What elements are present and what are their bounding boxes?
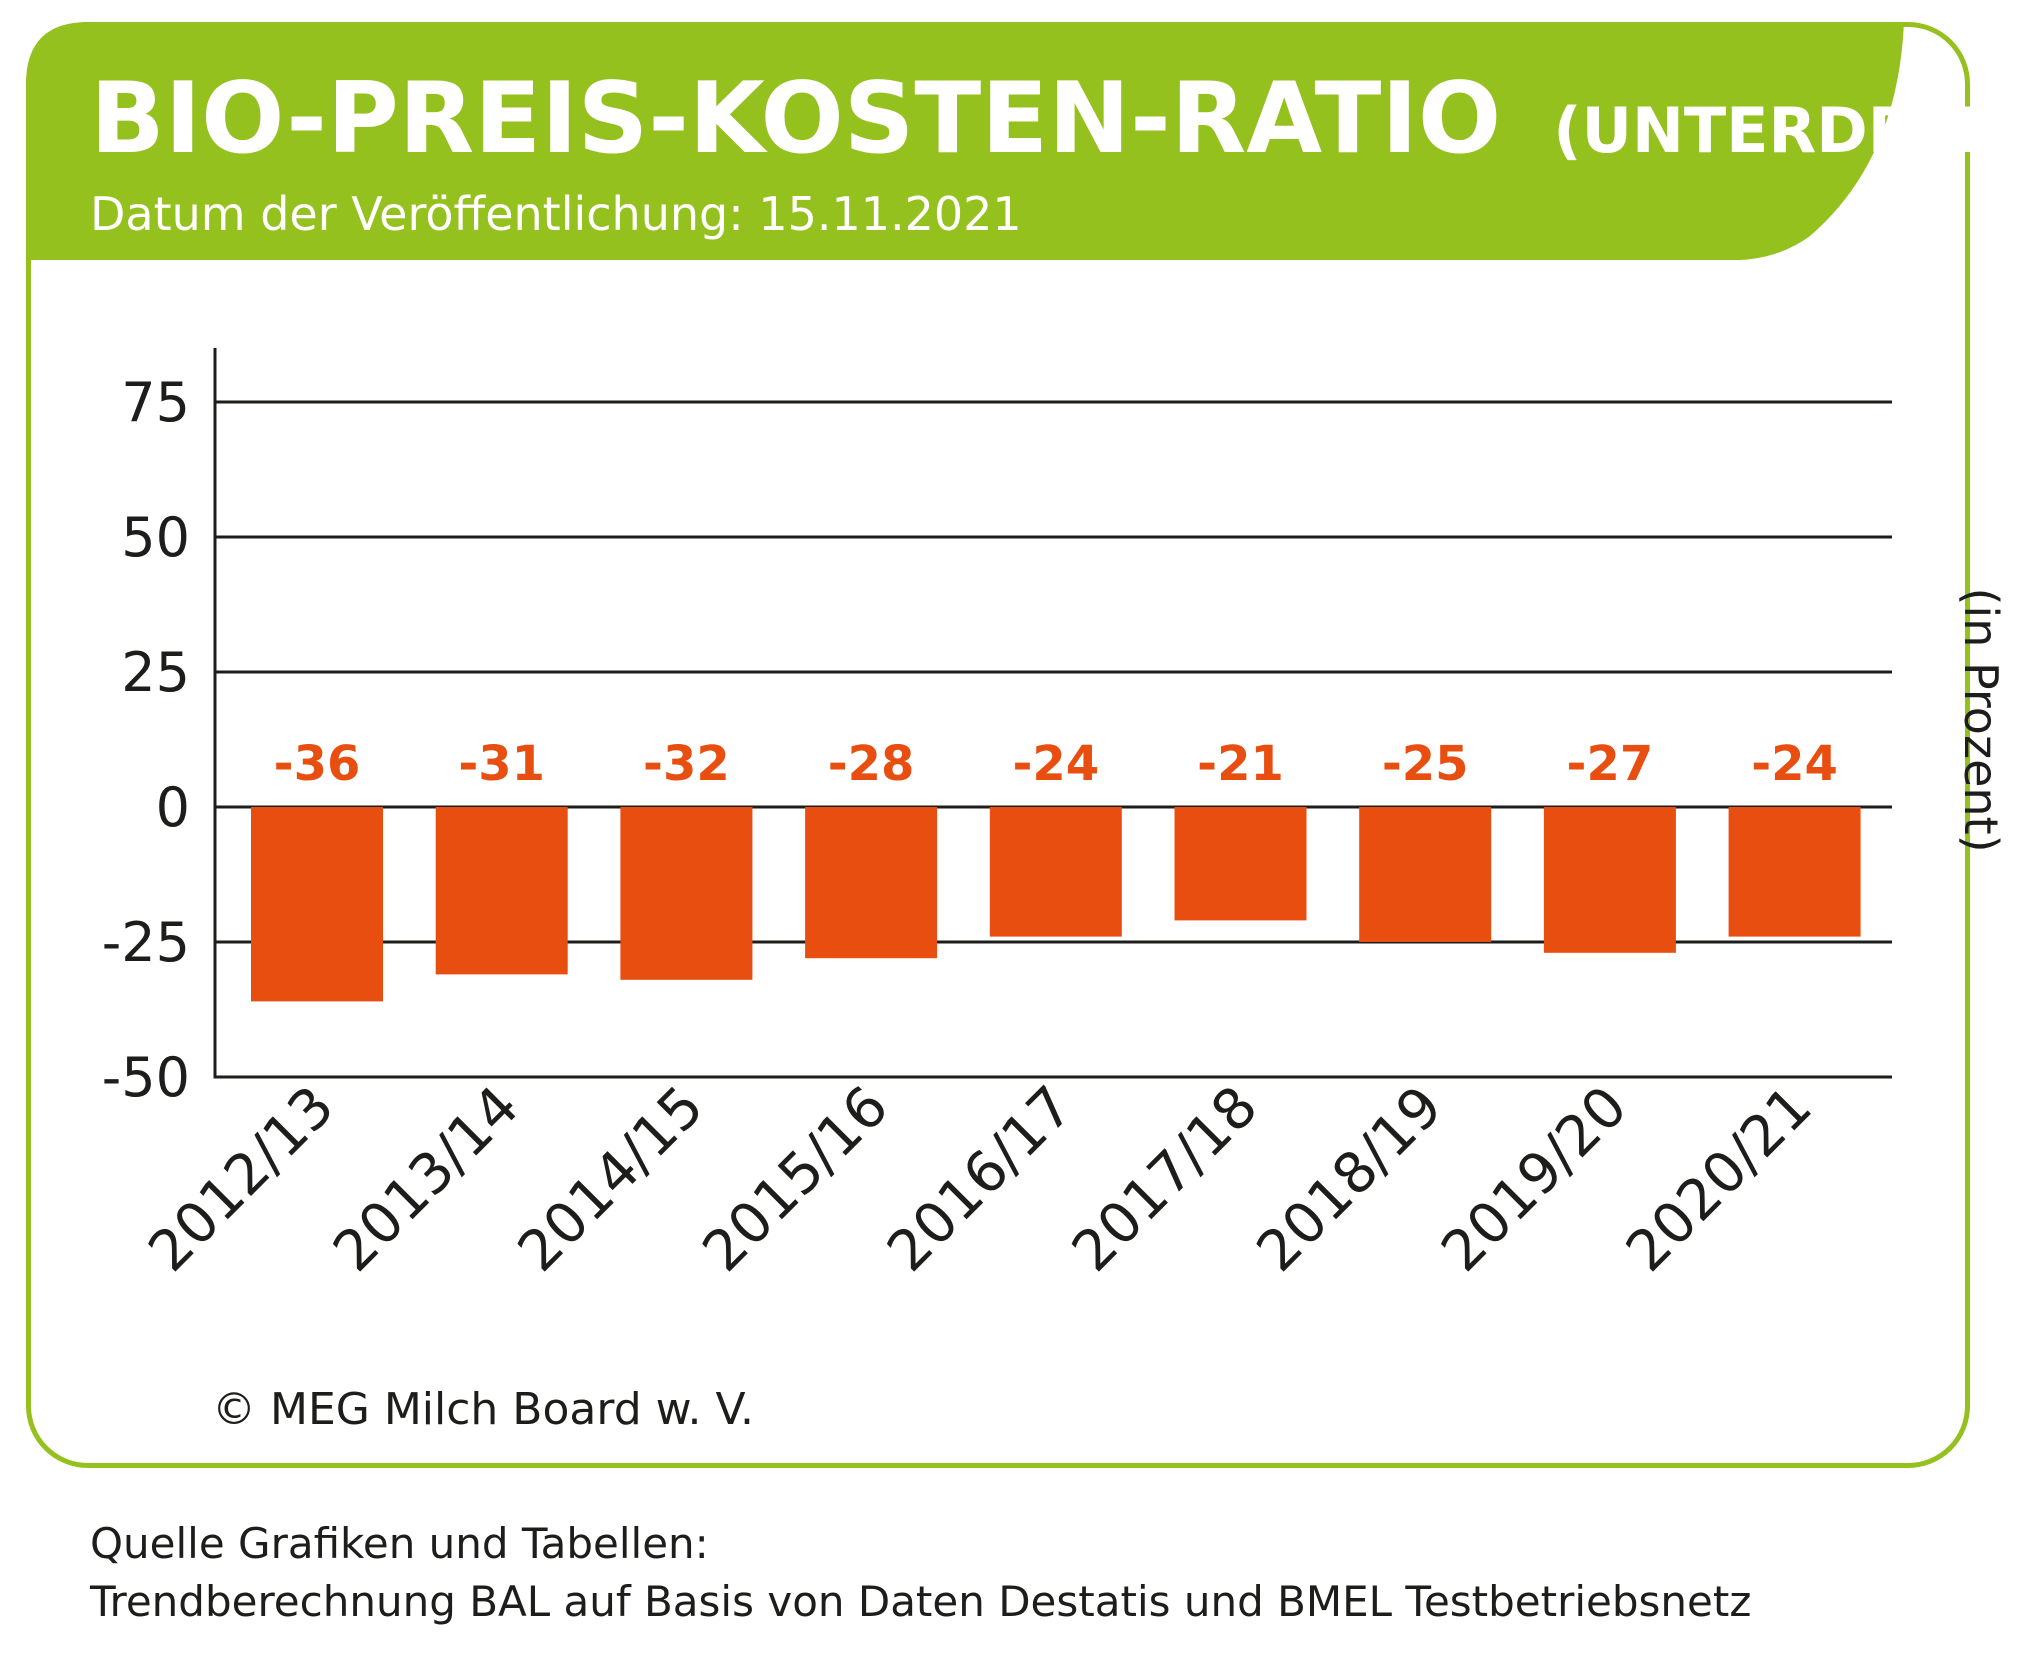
source-line-2: Trendberechnung BAL auf Basis von Daten … (90, 1577, 1752, 1626)
header-band (26, 22, 1904, 260)
chart-title: BIO-PREIS-KOSTEN-RATIO (UNTERDECKUNG) (90, 62, 2019, 176)
bar-value-label: -36 (274, 736, 361, 792)
y-axis-label: (in Prozent) (1954, 587, 2008, 852)
chart-subtitle: Datum der Veröffentlichung: 15.11.2021 (90, 187, 1022, 241)
x-tick-label: 2020/21 (1614, 1074, 1824, 1284)
y-tick-label: 50 (121, 506, 190, 569)
y-tick-label: 0 (156, 776, 190, 839)
x-tick-label: 2016/17 (875, 1074, 1085, 1284)
copyright-text: © MEG Milch Board w. V. (212, 1384, 754, 1435)
bar (251, 807, 383, 1002)
bar (1174, 807, 1307, 921)
x-tick-label: 2014/15 (506, 1074, 716, 1284)
y-tick-label: -25 (102, 911, 190, 974)
bar (1543, 807, 1676, 953)
x-tick-label: 2015/16 (691, 1074, 901, 1284)
source-note: Quelle Grafiken und Tabellen: Trendberec… (90, 1515, 1751, 1631)
bars-layer (251, 807, 1861, 1002)
source-line-1: Quelle Grafiken und Tabellen: (90, 1519, 709, 1568)
bar-value-label: -32 (643, 736, 730, 792)
bar-value-label: -24 (1012, 736, 1099, 792)
y-tick-label: 75 (121, 371, 190, 434)
bar-value-label: -27 (1567, 736, 1654, 792)
bar-value-label: -25 (1382, 736, 1469, 792)
x-tick-label: 2017/18 (1060, 1074, 1270, 1284)
bar (989, 807, 1122, 937)
y-tick-label: -50 (102, 1046, 190, 1109)
bar (1359, 807, 1492, 942)
bar (805, 807, 938, 959)
chart-title-main: BIO-PREIS-KOSTEN-RATIO (90, 62, 1501, 176)
bar-value-label: -31 (458, 736, 545, 792)
bar (1728, 807, 1861, 937)
y-tick-label: 25 (121, 641, 190, 704)
bar (435, 807, 568, 975)
x-tick-label: 2018/19 (1245, 1074, 1455, 1284)
chart-title-suffix: (UNTERDECKUNG) (1553, 94, 2019, 167)
bar-value-label: -21 (1197, 736, 1284, 792)
chart-frame (26, 22, 1970, 1468)
x-tick-label: 2013/14 (321, 1074, 531, 1284)
bar-value-label: -28 (828, 736, 915, 792)
bar (620, 807, 753, 980)
bar-value-label: -24 (1751, 736, 1838, 792)
x-tick-label: 2019/20 (1429, 1074, 1639, 1284)
